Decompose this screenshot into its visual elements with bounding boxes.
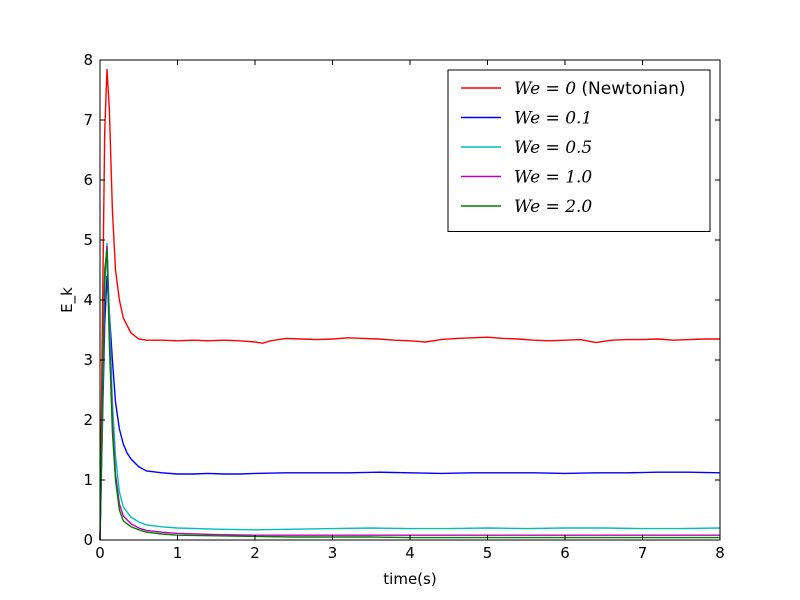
y-tick-label: 0 [83, 531, 93, 549]
legend-label-4: We = 2.0 [514, 197, 592, 217]
series-layer [99, 68, 721, 541]
legend-label-main: We = 1.0 [514, 168, 592, 188]
legend-label-1: We = 0.1 [514, 109, 592, 129]
x-tick-label: 5 [483, 544, 493, 562]
x-tick-label: 1 [173, 544, 183, 562]
y-tick-label: 7 [83, 111, 93, 129]
legend-label-main: We = 0.1 [514, 109, 592, 129]
x-tick-label: 7 [638, 544, 648, 562]
x-tick-label: 6 [560, 544, 570, 562]
y-tick-label: 5 [83, 231, 93, 249]
y-tick-label: 1 [83, 471, 93, 489]
y-tick-label: 4 [83, 291, 93, 309]
x-tick-label: 0 [95, 544, 105, 562]
legend-label-suffix: (Newtonian) [576, 79, 686, 99]
x-tick-label: 8 [715, 544, 725, 562]
legend-label-main: We = 0.5 [514, 138, 592, 158]
legend-label-2: We = 0.5 [514, 138, 592, 158]
y-tick-label: 2 [83, 411, 93, 429]
legend-box [447, 69, 711, 232]
x-tick-label: 3 [328, 544, 338, 562]
y-tick-label: 8 [83, 51, 93, 69]
y-tick-label: 3 [83, 351, 93, 369]
x-tick-label: 4 [405, 544, 415, 562]
legend-label-main: We = 0 [514, 79, 576, 99]
legend-label-main: We = 2.0 [514, 197, 592, 217]
legend-label-0: We = 0 (Newtonian) [514, 79, 686, 99]
y-tick-label: 6 [83, 171, 93, 189]
series-line-4 [99, 248, 720, 541]
series-line-0 [99, 68, 720, 541]
tick-layer: 0 1 2 3 4 5 6 7 8 0 1 2 3 4 5 6 7 8 [83, 51, 724, 562]
x-tick-label: 2 [250, 544, 260, 562]
legend: We = 0 (Newtonian) We = 0.1 We = 0.5 We = 1… [447, 69, 711, 232]
x-axis-label: time(s) [383, 570, 436, 588]
legend-label-3: We = 1.0 [514, 168, 592, 188]
series-line-1 [99, 275, 721, 541]
y-axis-label: E_k [58, 287, 77, 313]
